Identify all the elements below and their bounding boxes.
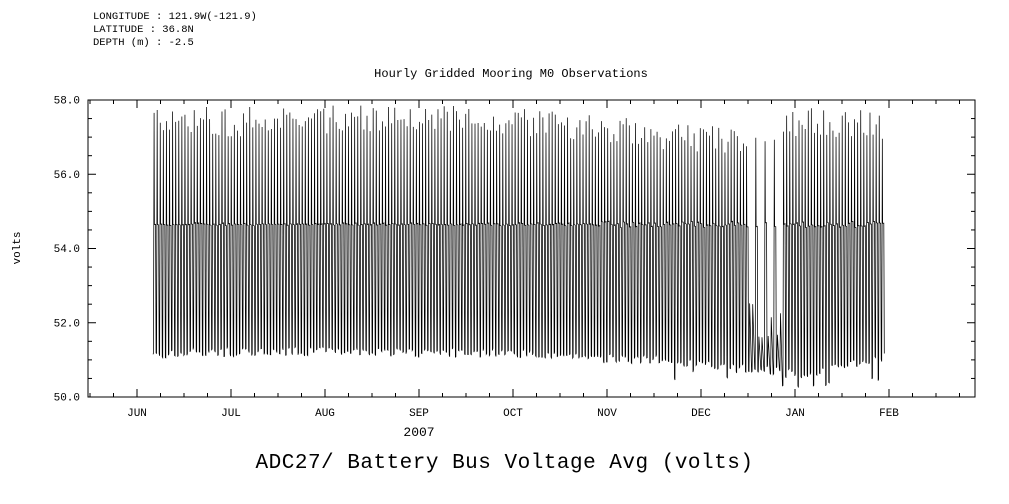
x-tick-label: AUG [315,408,335,420]
y-tick-label: 50.0 [54,393,80,405]
x-tick-label: SEP [409,408,429,420]
year-label: 2007 [403,425,435,440]
x-tick-label: FEB [879,408,899,420]
latitude-label: LATITUDE : 36.8N [93,24,194,36]
y-tick-label: 56.0 [54,170,80,182]
y-tick-label: 52.0 [54,318,80,330]
figure-caption: ADC27/ Battery Bus Voltage Avg (volts) [255,452,754,475]
y-axis-label: volts [12,231,24,265]
longitude-label: LONGITUDE : 121.9W(-121.9) [93,11,257,23]
x-tick-label: JUN [127,408,147,420]
y-tick-label: 58.0 [54,96,80,108]
x-tick-label: DEC [691,408,711,420]
x-tick-label: JAN [785,408,805,420]
depth-label: DEPTH (m) : -2.5 [93,37,194,49]
x-tick-label: NOV [597,408,617,420]
y-tick-label: 54.0 [54,244,80,256]
plot-title: Hourly Gridded Mooring M0 Observations [374,67,648,81]
x-tick-label: OCT [503,408,523,420]
x-tick-label: JUL [221,408,241,420]
voltage-series-line [152,105,885,388]
